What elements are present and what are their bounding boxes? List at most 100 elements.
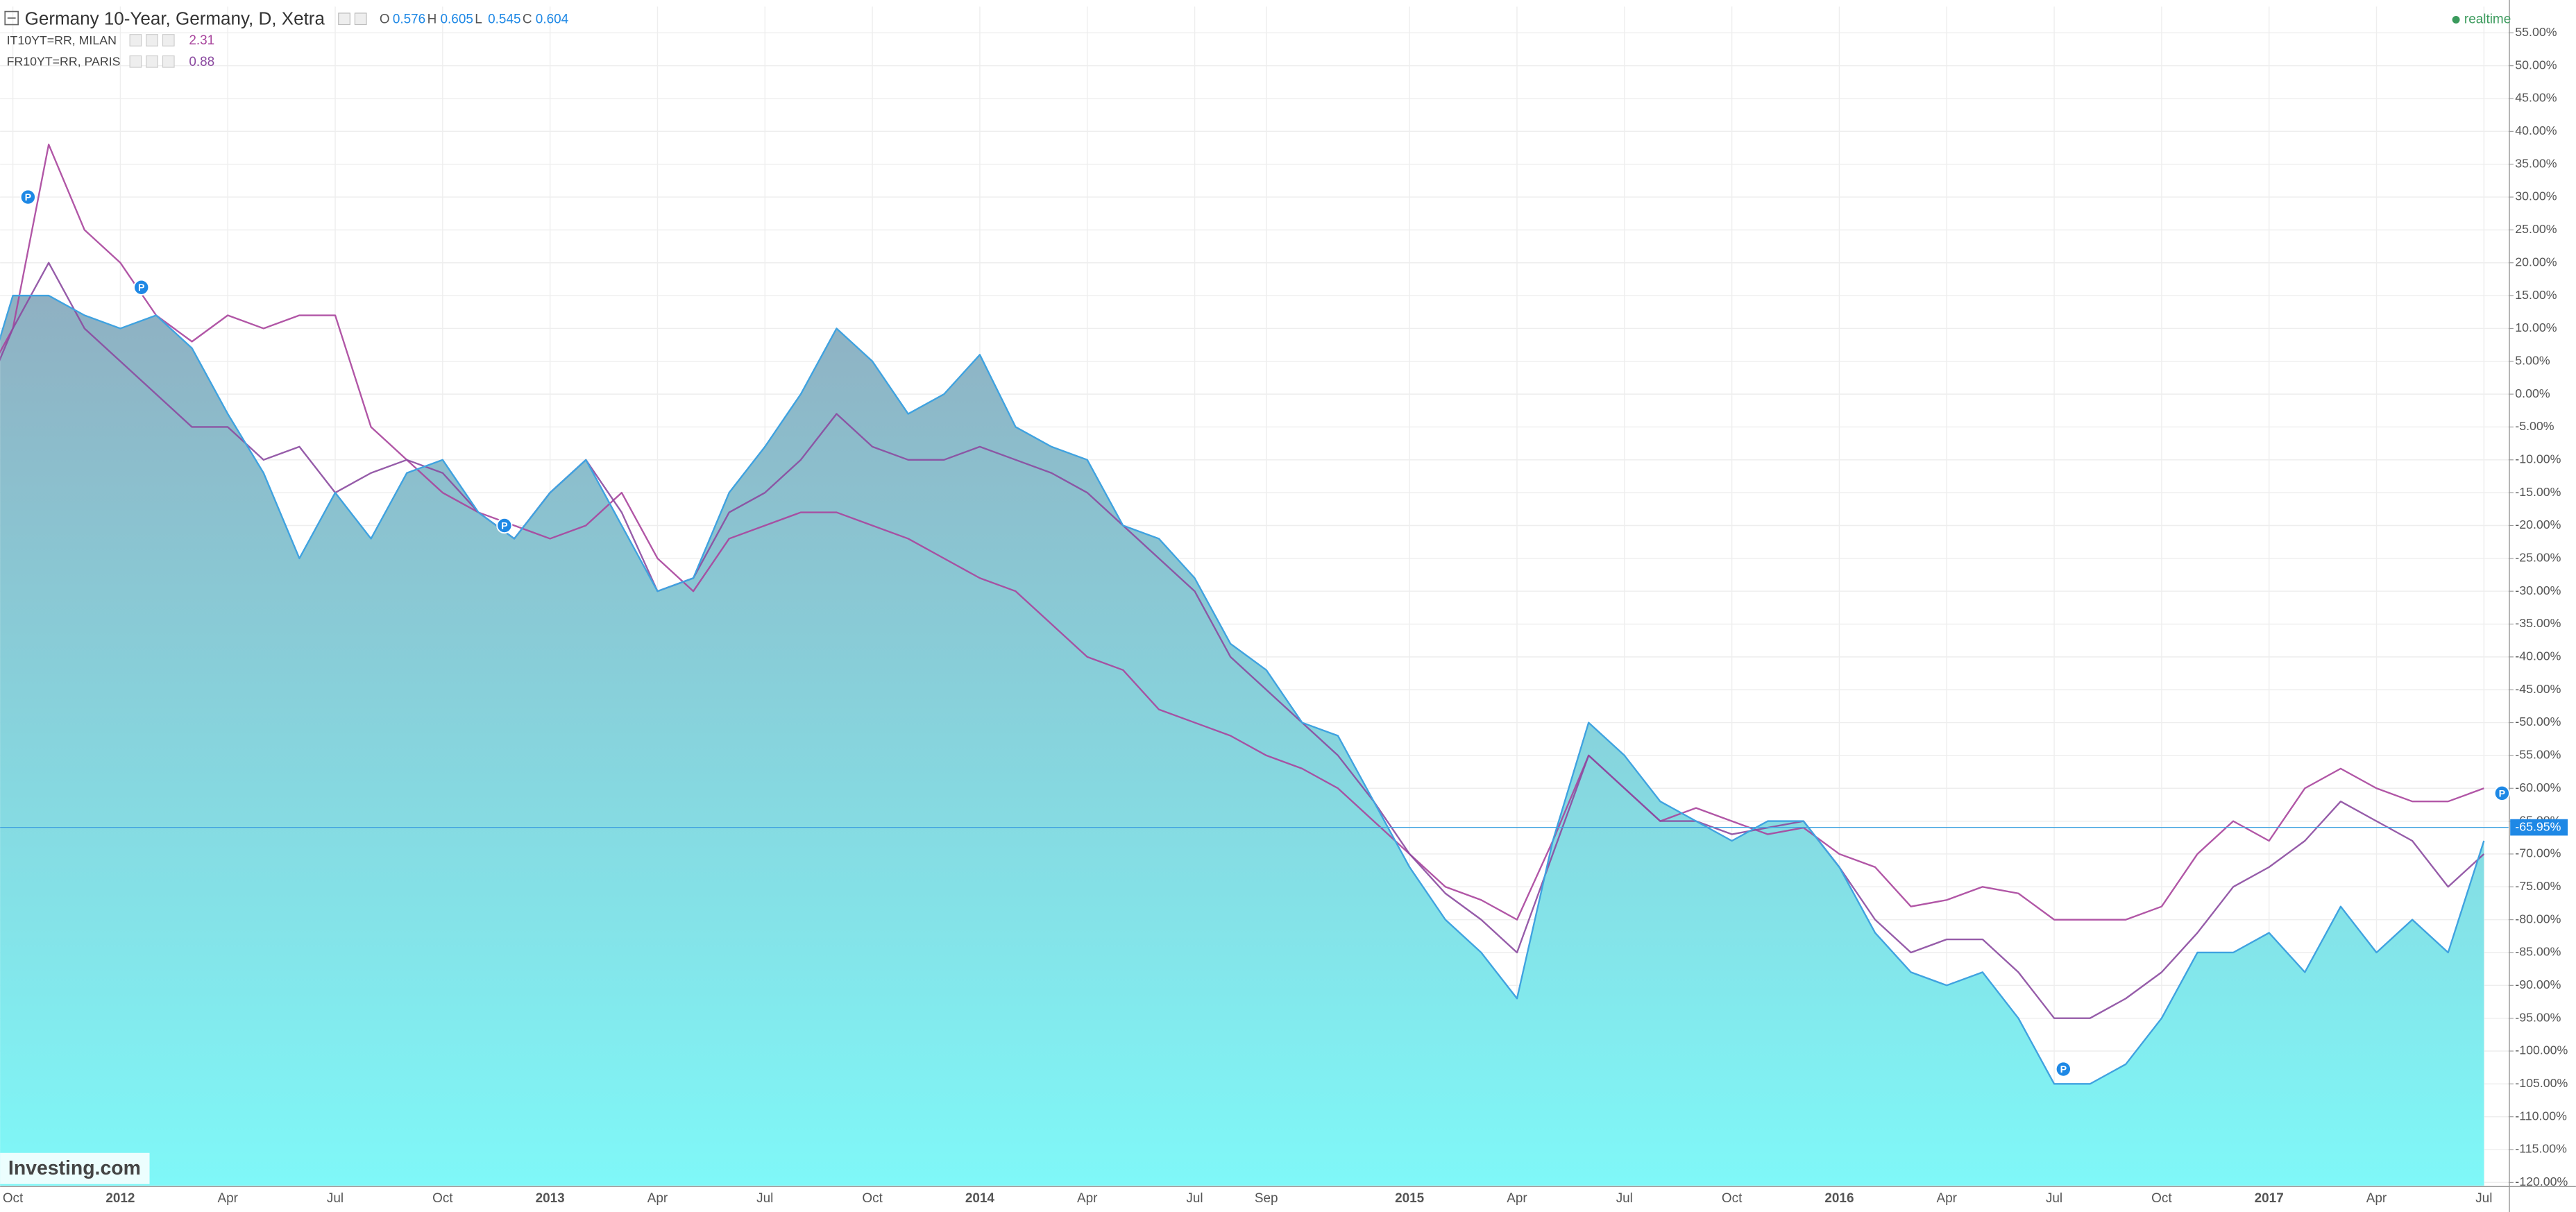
- x-tick-label: 2016: [1824, 1191, 1854, 1206]
- logo-box: [0, 1152, 150, 1184]
- x-tick-label: Apr: [2366, 1191, 2387, 1206]
- area: [0, 296, 2484, 1186]
- y-tick-label: -80.00%: [2515, 912, 2561, 925]
- current-value-label: -65.95%: [2515, 819, 2561, 833]
- y-tick-label: -45.00%: [2515, 682, 2561, 696]
- event-marker[interactable]: [2055, 1061, 2071, 1077]
- event-marker[interactable]: [19, 189, 36, 205]
- x-tick-label: 2015: [1395, 1191, 1424, 1206]
- x-tick-label: Jul: [2475, 1191, 2492, 1206]
- x-tick-label: Jul: [1616, 1191, 1633, 1206]
- x-tick-label: Jul: [2046, 1191, 2062, 1206]
- y-tick-label: 25.00%: [2515, 222, 2557, 236]
- settings-icon[interactable]: [129, 34, 142, 46]
- hide-icon[interactable]: [146, 34, 158, 46]
- y-tick-label: -75.00%: [2515, 879, 2561, 893]
- y-axis: 55.00% 50.00% 45.00% 40.00% 35.00% 30.00% 25.0…: [2508, 25, 2568, 1188]
- ohlc-label: C: [523, 12, 532, 26]
- y-tick-label: 0.00%: [2515, 386, 2550, 400]
- event-marker-label: P: [2499, 788, 2505, 799]
- y-tick-label: -25.00%: [2515, 551, 2561, 565]
- y-tick-label: -55.00%: [2515, 748, 2561, 762]
- line: [0, 144, 2484, 921]
- y-tick-label: -10.00%: [2515, 452, 2561, 466]
- y-tick-label: 55.00%: [2515, 25, 2557, 39]
- line: [0, 262, 2485, 1019]
- y-tick-label: -50.00%: [2515, 715, 2561, 728]
- x-tick-label: Oct: [3, 1191, 24, 1206]
- event-marker[interactable]: [496, 517, 513, 534]
- x-tick-label: Oct: [1722, 1191, 1743, 1206]
- y-tick-label: -120.00%: [2515, 1175, 2568, 1188]
- remove-icon[interactable]: [162, 34, 175, 46]
- realtime-dot: [2452, 15, 2460, 24]
- event-marker-label: P: [25, 192, 31, 203]
- legend-value: 2.31: [189, 33, 214, 48]
- x-tick-label: Oct: [432, 1191, 453, 1206]
- collapse-icon[interactable]: [4, 10, 19, 26]
- settings-icon[interactable]: [129, 55, 142, 68]
- x-tick-label: Sep: [1255, 1191, 1278, 1206]
- x-tick-label: Oct: [2151, 1191, 2172, 1206]
- y-tick-label: 20.00%: [2515, 255, 2557, 268]
- y-tick-label: -15.00%: [2515, 485, 2561, 499]
- chart-title: Germany 10-Year, Germany, D, Xetra: [25, 8, 325, 28]
- logo[interactable]: Investing.com: [8, 1157, 141, 1179]
- ohlc-label: L: [475, 12, 482, 26]
- y-tick-label: 5.00%: [2515, 353, 2550, 367]
- event-marker-label: P: [138, 282, 144, 293]
- event-marker[interactable]: [133, 279, 150, 296]
- x-tick-label: Oct: [862, 1191, 883, 1206]
- y-tick-label: -100.00%: [2515, 1043, 2568, 1057]
- legend-value: 0.88: [189, 55, 214, 69]
- x-tick-label: Jul: [327, 1191, 344, 1206]
- y-tick-label: -40.00%: [2515, 649, 2561, 663]
- ohlc-value: 0.576: [393, 12, 425, 26]
- ohlc-value: 0.604: [536, 12, 568, 26]
- x-tick-label: 2013: [536, 1191, 565, 1206]
- y-tick-label: 15.00%: [2515, 288, 2557, 302]
- x-tick-label: Jul: [756, 1191, 773, 1206]
- x-tick-label: Apr: [1507, 1191, 1527, 1206]
- y-tick-label: -20.00%: [2515, 518, 2561, 531]
- ohlc-label: H: [427, 12, 437, 26]
- ohlc-value: 0.545: [488, 12, 520, 26]
- legend-name: IT10YT=RR, MILAN: [7, 33, 117, 47]
- x-axis: Oct 2012 Apr Jul Oct 2013 Apr Jul Oct 2014 Apr Jul S…: [3, 1191, 2493, 1206]
- x-tick-label: 2017: [2255, 1191, 2284, 1206]
- x-tick-label: Apr: [217, 1191, 237, 1206]
- hide-icon[interactable]: [146, 55, 158, 68]
- overlay: Germany 10-Year, Germany, D, Xetra realt…: [0, 8, 2511, 1184]
- y-tick-label: 10.00%: [2515, 321, 2557, 334]
- y-tick-label: -115.00%: [2515, 1142, 2567, 1156]
- x-tick-label: Apr: [1077, 1191, 1097, 1206]
- plot-area: [0, 144, 2509, 1186]
- x-tick-label: Jul: [1186, 1191, 1203, 1206]
- y-tick-label: 40.00%: [2515, 123, 2557, 137]
- realtime-label: realtime: [2464, 12, 2511, 26]
- y-tick-label: -35.00%: [2515, 616, 2561, 630]
- hide-icon[interactable]: [354, 12, 367, 26]
- y-tick-label: -70.00%: [2515, 846, 2561, 860]
- y-tick-label: -90.00%: [2515, 978, 2561, 991]
- x-tick-label: 2012: [105, 1191, 135, 1206]
- y-tick-label: -95.00%: [2515, 1010, 2561, 1024]
- settings-icon[interactable]: [338, 12, 350, 26]
- x-tick-label: Apr: [647, 1191, 668, 1206]
- event-marker-label: P: [501, 520, 507, 531]
- y-tick-label: -5.00%: [2515, 419, 2554, 433]
- y-tick-label: 35.00%: [2515, 156, 2557, 170]
- x-tick-label: Apr: [1937, 1191, 1957, 1206]
- remove-icon[interactable]: [162, 55, 175, 68]
- event-marker[interactable]: [2493, 785, 2510, 801]
- y-tick-label: 50.00%: [2515, 58, 2557, 71]
- line: [0, 294, 2485, 1085]
- y-tick-label: -60.00%: [2515, 780, 2561, 794]
- y-tick-label: 45.00%: [2515, 91, 2557, 105]
- y-tick-label: -85.00%: [2515, 945, 2561, 959]
- ohlc-value: 0.605: [441, 12, 473, 26]
- current-value-box: [2510, 819, 2568, 836]
- y-tick-label: 30.00%: [2515, 189, 2557, 203]
- y-tick-label: -110.00%: [2515, 1109, 2567, 1123]
